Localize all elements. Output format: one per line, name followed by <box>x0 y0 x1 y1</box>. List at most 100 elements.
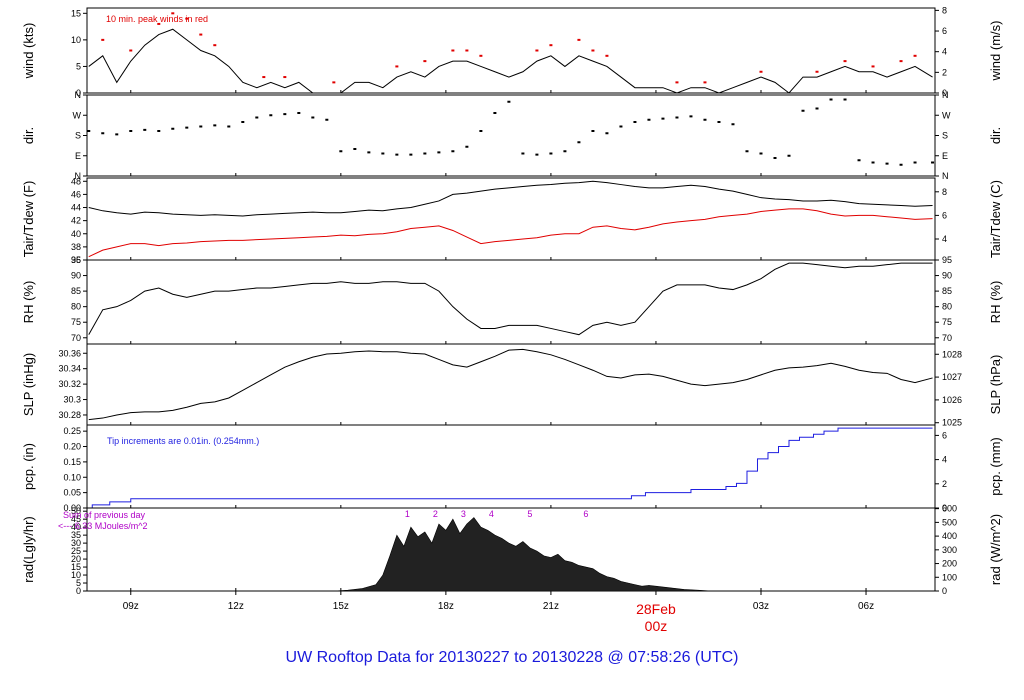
y-tick-label-right: 4 <box>942 47 947 57</box>
y-axis-label-left: dir. <box>21 127 36 144</box>
data-point <box>171 12 175 15</box>
hour-marker: 6 <box>583 509 588 519</box>
data-point <box>129 130 133 132</box>
data-point <box>115 133 119 136</box>
y-tick-label-left: 30.28 <box>58 410 81 420</box>
y-tick-label-left: 40 <box>71 229 81 239</box>
data-point <box>213 44 217 47</box>
data-point <box>717 121 721 123</box>
panel-annotation: 10 min. peak winds in red <box>106 14 208 24</box>
y-tick-label-right: 4 <box>942 455 947 465</box>
data-point <box>759 152 763 155</box>
y-tick-label-right: 85 <box>942 286 952 296</box>
data-point <box>213 124 217 127</box>
x-tick-label: 03z <box>753 601 769 612</box>
y-axis-label-right: RH (%) <box>988 281 1003 324</box>
data-point <box>185 126 189 129</box>
data-point <box>675 116 679 119</box>
series-line <box>88 348 933 421</box>
data-point <box>745 150 749 153</box>
y-tick-label-right: 0 <box>942 503 947 513</box>
data-point <box>185 17 189 20</box>
y-axis-label-left: pcp. (in) <box>21 443 36 490</box>
data-point <box>157 22 161 25</box>
data-point <box>143 128 147 131</box>
data-point <box>843 98 847 101</box>
data-point <box>577 141 581 144</box>
y-tick-label-left: 5 <box>76 578 81 588</box>
y-tick-label-right: 6 <box>942 210 947 220</box>
y-tick-label-left: 90 <box>71 271 81 281</box>
data-point <box>633 121 637 123</box>
data-point <box>931 161 935 164</box>
y-axis-label-right: Tair/Tdew (C) <box>988 180 1003 258</box>
y-tick-label-left: N <box>75 90 82 100</box>
data-point <box>451 150 455 153</box>
y-tick-label-left: 0.05 <box>63 488 81 498</box>
data-point <box>787 154 791 157</box>
data-point <box>423 152 427 155</box>
data-point <box>857 159 861 162</box>
y-axis-label-left: SLP (inHg) <box>21 353 36 416</box>
data-point <box>871 65 875 68</box>
data-point <box>353 148 357 150</box>
data-point <box>283 113 287 116</box>
data-point <box>703 118 707 121</box>
panel-frame <box>86 259 936 345</box>
x-tick-label: 09z <box>123 601 139 612</box>
y-axis-label-right: rad (W/m^2) <box>988 514 1003 585</box>
data-point <box>227 125 231 128</box>
series-line <box>88 262 933 336</box>
data-point <box>843 60 847 63</box>
data-point <box>885 162 889 165</box>
y-tick-label-left: 48 <box>71 176 81 186</box>
data-point <box>535 49 539 52</box>
data-point <box>619 125 623 128</box>
y-tick-label-left: 45 <box>71 514 81 524</box>
y-tick-label-right: N <box>942 90 949 100</box>
hour-marker: 5 <box>527 509 532 519</box>
data-point <box>465 145 469 148</box>
data-point <box>815 70 819 73</box>
radiation-sum-label: Sum of previous day <box>63 510 146 520</box>
data-point <box>423 60 427 63</box>
data-point <box>101 38 105 41</box>
y-tick-label-left: 25 <box>71 546 81 556</box>
data-point <box>899 60 903 63</box>
data-point <box>479 130 483 132</box>
panel-frame <box>86 94 936 177</box>
y-tick-label-right: 200 <box>942 559 957 569</box>
y-tick-label-right: S <box>942 131 948 141</box>
data-point <box>591 130 595 132</box>
y-tick-label-left: 20 <box>71 554 81 564</box>
data-point <box>283 76 287 79</box>
y-tick-label-right: 1025 <box>942 418 962 428</box>
data-point <box>395 65 399 68</box>
data-point <box>549 152 553 155</box>
series-line <box>88 208 933 258</box>
data-point <box>913 54 917 57</box>
data-point <box>731 123 735 126</box>
data-point <box>605 132 609 135</box>
y-axis-label-left: wind (kts) <box>21 23 36 80</box>
y-tick-label-right: 0 <box>942 88 947 98</box>
data-point <box>871 161 875 164</box>
y-tick-label-left: S <box>75 131 81 141</box>
series-line <box>88 427 933 509</box>
series-area <box>333 517 712 592</box>
y-tick-label-left: 0.10 <box>63 472 81 482</box>
y-tick-label-left: 0.20 <box>63 442 81 452</box>
y-tick-label-right: 8 <box>942 5 947 15</box>
panel-frame <box>86 177 936 261</box>
panel-direction <box>83 94 939 177</box>
y-tick-label-right: 2 <box>942 479 947 489</box>
y-tick-label-left: 15 <box>71 562 81 572</box>
y-tick-label-left: 50 <box>71 506 81 516</box>
panel-temperature <box>83 177 939 261</box>
y-tick-label-right: 75 <box>942 317 952 327</box>
y-tick-label-left: 44 <box>71 203 81 213</box>
y-tick-label-right: 90 <box>942 271 952 281</box>
y-tick-label-right: W <box>942 110 951 120</box>
data-point <box>563 150 567 153</box>
